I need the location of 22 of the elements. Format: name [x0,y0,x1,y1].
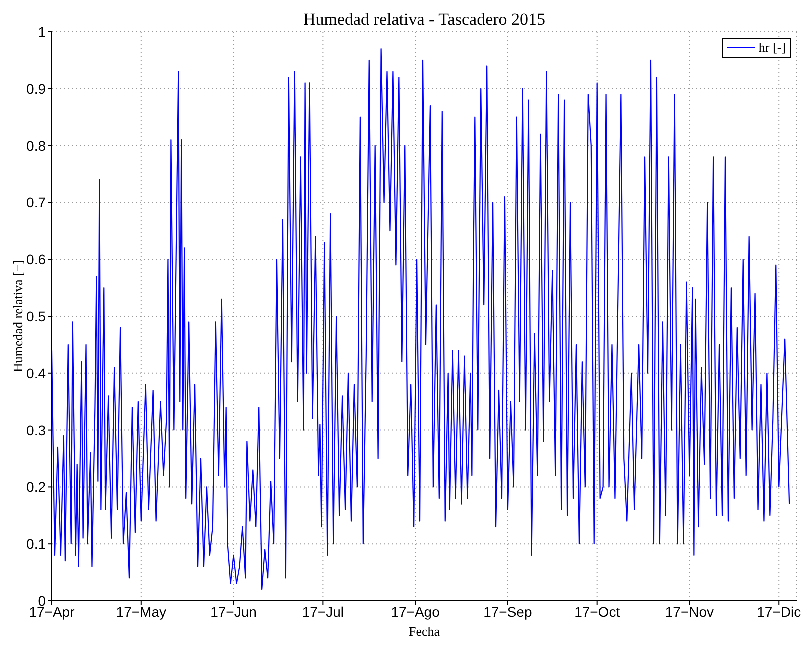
x-tick-label: 17−Jun [210,604,257,620]
x-tick-label: 17−Nov [665,604,714,620]
y-tick-label: 0.8 [26,138,46,154]
y-tick-label: 0.1 [26,536,46,552]
y-tick-label: 1 [38,24,46,40]
y-tick-label: 0.3 [26,422,46,438]
y-tick-label: 0.2 [26,479,46,496]
y-tick-label: 0.6 [26,252,46,268]
y-axis-title: Humedad relativa [−] [10,260,26,373]
y-tick-label: 0.4 [26,365,46,382]
legend-label: hr [-] [758,40,786,56]
x-axis-title: Fecha [408,624,440,639]
x-tick-label: 17−Dic [757,604,802,620]
y-tick-label: 0.5 [26,308,46,324]
y-tick-label: 0.9 [26,80,46,97]
x-tick-label: 17−Sep [484,604,532,620]
x-tick-label: 17−May [116,604,166,620]
x-tick-label: 17−Ago [391,604,440,620]
chart-title: Humedad relativa - Tascadero 2015 [302,10,547,30]
x-tick-label: 17−Oct [574,604,620,620]
y-tick-label: 0.7 [26,194,46,211]
x-tick-label: 17−Jul [302,604,344,620]
